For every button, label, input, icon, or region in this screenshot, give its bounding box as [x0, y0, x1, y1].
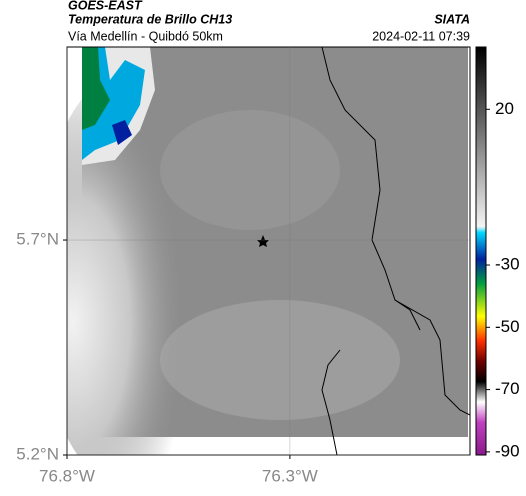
header: GOES-EAST Temperatura de Brillo CH13 Vía…	[68, 0, 470, 43]
y-tick-label: 5.7°N	[16, 230, 59, 249]
x-tick-label: 76.8°W	[39, 466, 95, 485]
colorbar-tick-label: -90	[495, 441, 520, 460]
x-tick-label: 76.3°W	[262, 466, 318, 485]
imagery	[67, 47, 470, 455]
y-tick-label: 5.2°N	[16, 444, 59, 463]
title: Temperatura de Brillo CH13	[68, 12, 232, 26]
colorbar-tick-label: -30	[495, 254, 520, 273]
timestamp: 2024-02-11 07:39	[372, 29, 470, 43]
colorbar	[475, 46, 487, 456]
route: Vía Medellín - Quibdó 50km	[68, 29, 223, 43]
colorbar-tick-label: -50	[495, 317, 520, 336]
city-marker	[257, 235, 269, 247]
agency: SIATA	[434, 12, 470, 26]
colorbar-tick-label: 20	[495, 99, 514, 118]
source: GOES-EAST	[68, 0, 143, 12]
colorbar-tick-label: -70	[495, 379, 520, 398]
